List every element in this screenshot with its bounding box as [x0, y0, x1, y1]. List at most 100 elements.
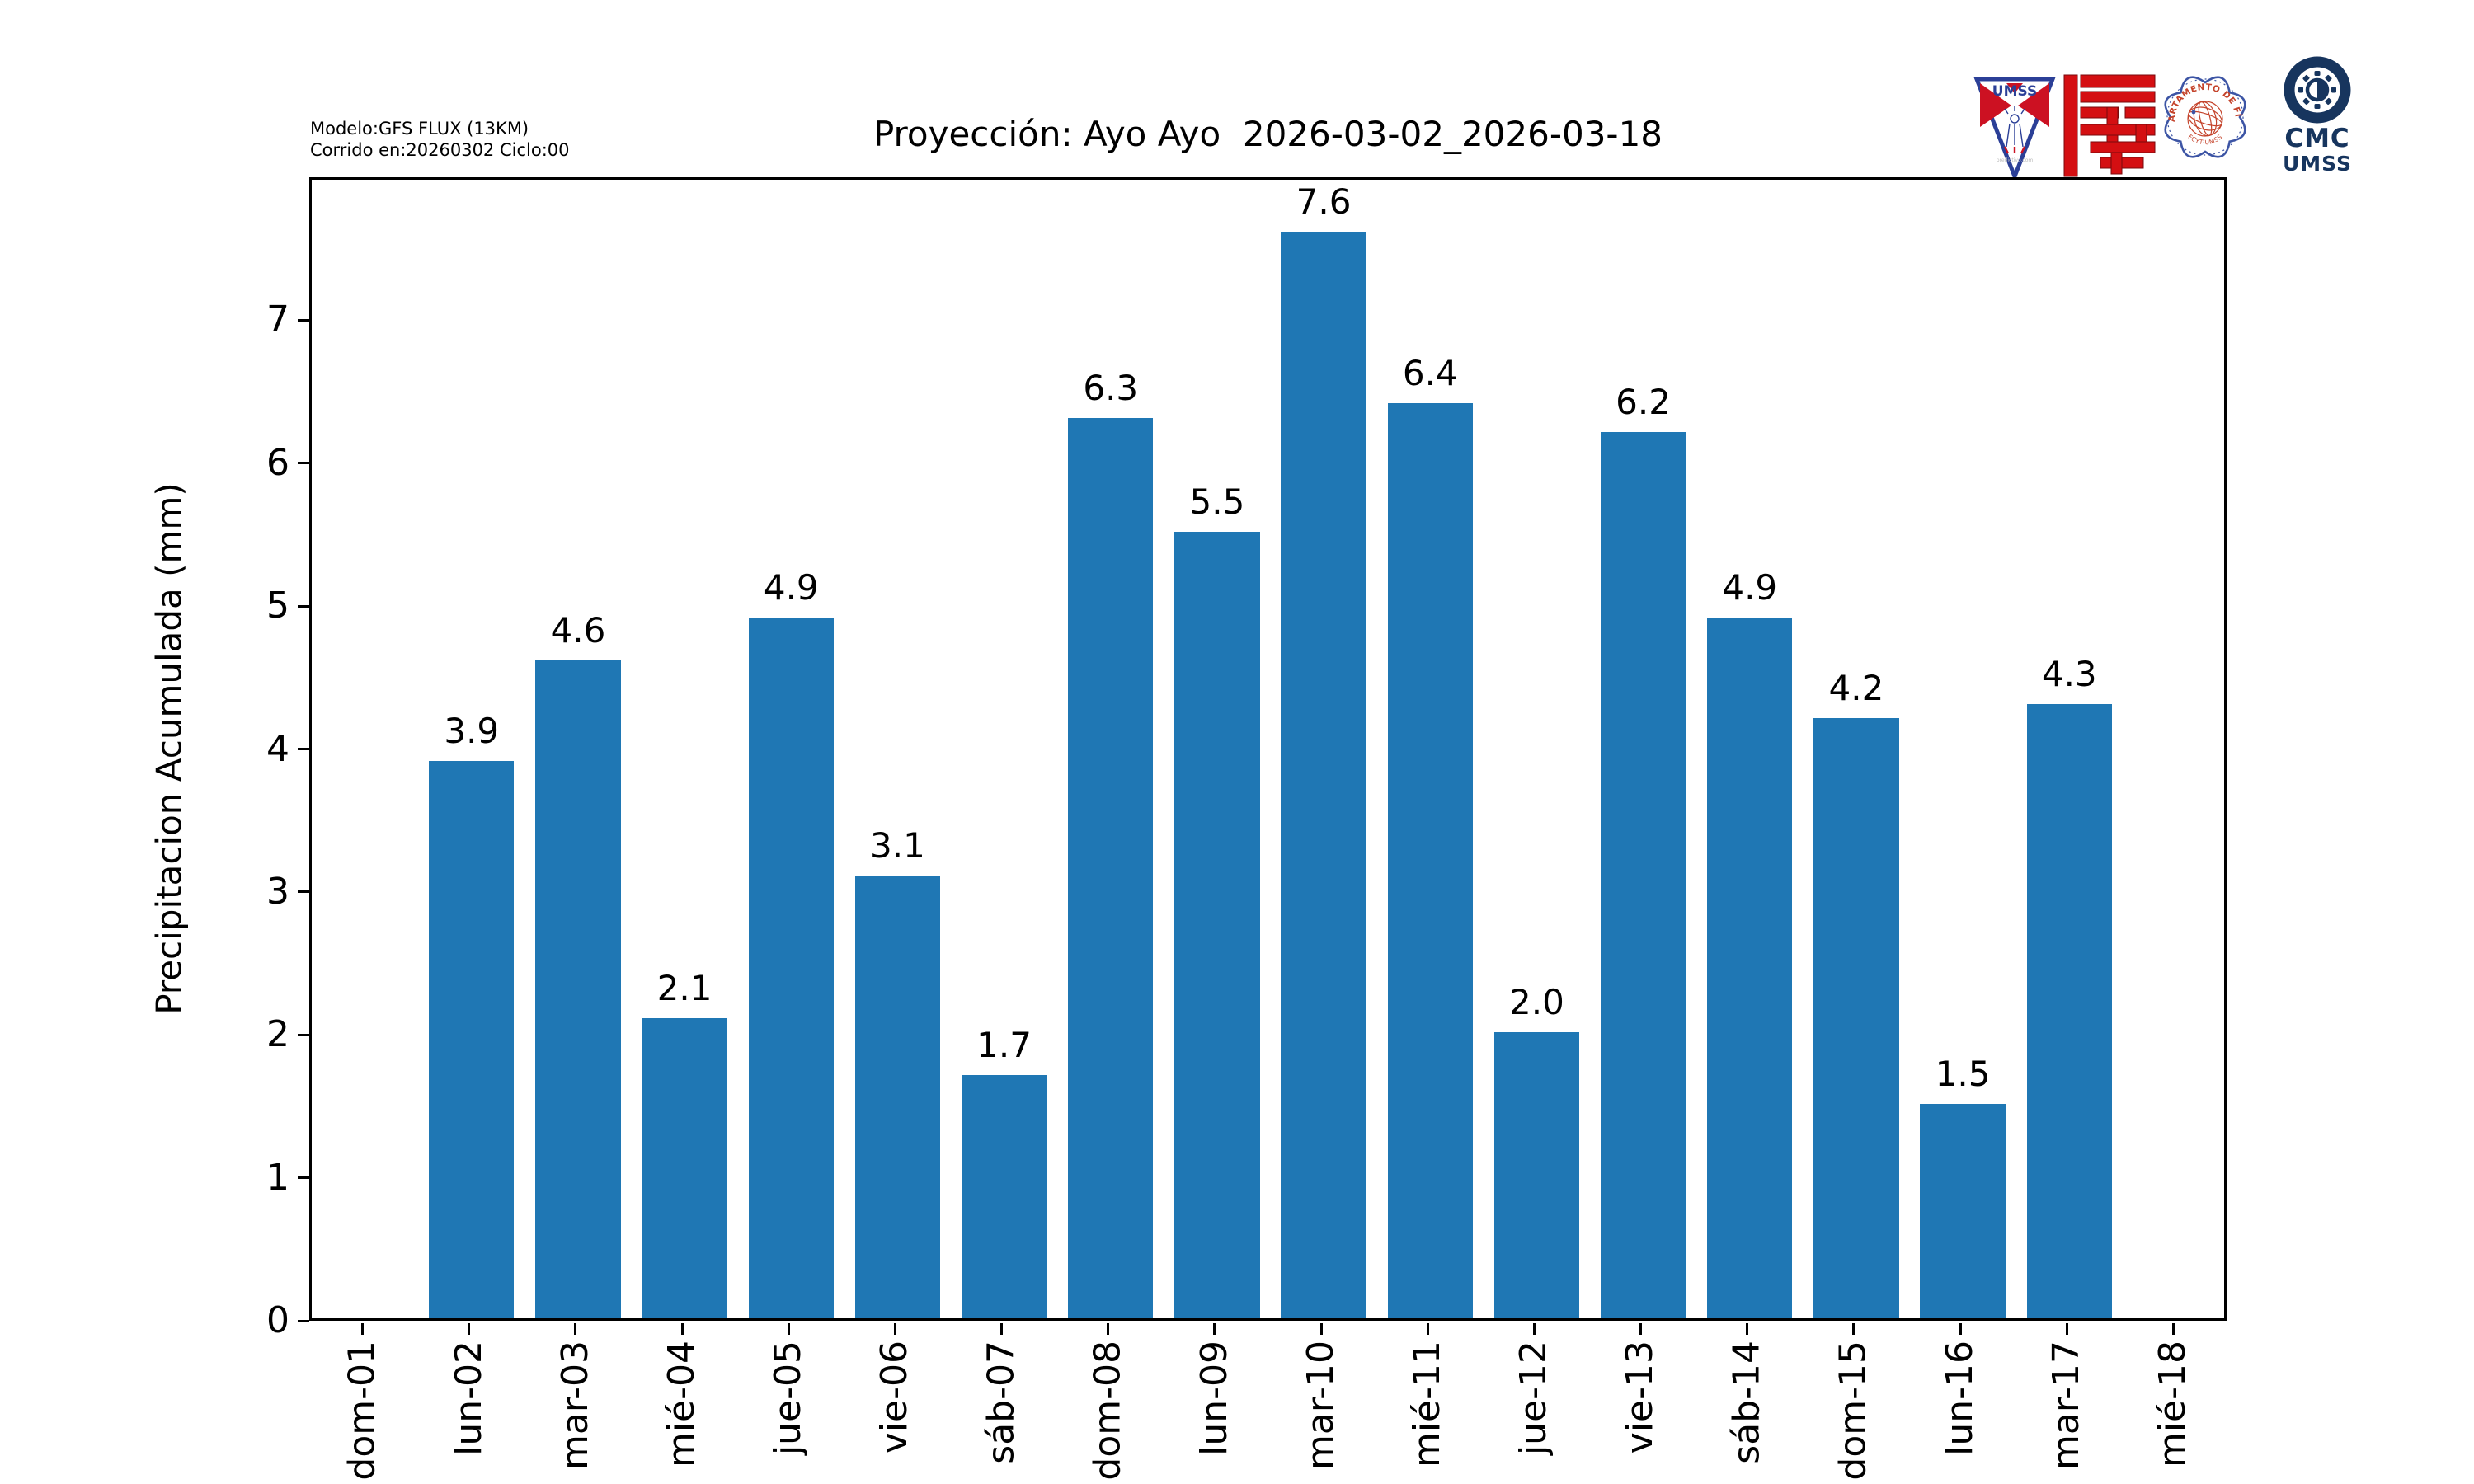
x-tick-label-text-lun-16: lun-16: [1939, 1341, 1982, 1456]
cmc-half-moon: [2317, 81, 2326, 99]
x-tickmark-vie-13: [1639, 1323, 1643, 1335]
bar-value-label-dom-15: 4.2: [1828, 667, 1884, 708]
x-tick-label-text-mié-04: mié-04: [661, 1341, 703, 1468]
seal-dotted-ring: [2166, 78, 2244, 156]
x-tickmark-mar-17: [2065, 1323, 2068, 1335]
x-tick-label-text-mar-03: mar-03: [553, 1341, 596, 1470]
bar-value-label-mié-04: 2.1: [656, 967, 713, 1008]
y-tickmark-5: [298, 604, 309, 608]
y-tickmark-4: [298, 748, 309, 750]
bar-value-label-lun-16: 1.5: [1935, 1053, 1991, 1094]
seal-wavy-border: [2164, 76, 2246, 158]
bar-value-label-vie-13: 6.2: [1616, 382, 1671, 423]
bar-sáb-07: [961, 1075, 1047, 1318]
bar-lun-09: [1174, 532, 1260, 1318]
bar-vie-06: [854, 875, 941, 1318]
cmc-rays: [2298, 71, 2336, 109]
cmc-umss-logo-text: CMC UMSS: [2272, 124, 2363, 176]
departamento-fisica-seal: DEPARTAMENTO DE FÍSICA FCYT-UMSS: [2156, 51, 2246, 158]
x-tick-label-text-mar-10: mar-10: [1300, 1341, 1343, 1470]
x-tickmark-mié-04: [680, 1323, 684, 1335]
x-tickmark-jue-05: [787, 1323, 790, 1335]
bar-value-label-vie-06: 3.1: [870, 824, 925, 866]
bar-jue-05: [748, 618, 834, 1318]
x-tickmark-lun-09: [1213, 1323, 1216, 1335]
bar-value-label-mar-17: 4.3: [2041, 653, 2097, 694]
seal-globe: [2187, 101, 2223, 137]
pennant-watermark: predictivo.com: [1997, 157, 2034, 163]
bar-value-label-mar-03: 4.6: [550, 610, 606, 651]
chart-title: Proyección: Ayo Ayo 2026-03-02_2026-03-1…: [872, 114, 1663, 154]
x-tickmark-mar-03: [574, 1323, 577, 1335]
model-line-2: Corrido en:20260302 Ciclo:00: [310, 140, 570, 160]
bar-jue-12: [1493, 1032, 1580, 1318]
x-tick-label-text-jue-12: jue-12: [1512, 1341, 1555, 1456]
y-axis-label: Precipitacion Acumulada (mm): [148, 482, 190, 1015]
x-tick-label-text-mié-11: mié-11: [1406, 1341, 1449, 1468]
pennant-red-right: [2018, 83, 2049, 127]
x-tickmark-sáb-14: [1746, 1323, 1749, 1335]
bar-lun-02: [429, 760, 515, 1318]
cmc-text: CMC: [2284, 124, 2350, 153]
bar-value-label-dom-08: 6.3: [1083, 367, 1139, 408]
x-tick-label-text-dom-15: dom-15: [1832, 1341, 1874, 1481]
x-tickmark-dom-08: [1107, 1323, 1110, 1335]
x-tick-label-text-dom-08: dom-08: [1086, 1341, 1129, 1481]
bar-value-label-mié-11: 6.4: [1402, 353, 1458, 394]
x-tickmark-mié-18: [2171, 1323, 2175, 1335]
x-tickmark-mar-10: [1319, 1323, 1323, 1335]
x-tickmark-lun-16: [1959, 1323, 1962, 1335]
y-tick-label-0: 0: [266, 1299, 289, 1341]
y-tick-label-7: 7: [266, 298, 289, 341]
bars-container: 3.9 4.6 2.1 4.9 3.1 1.7 6.3 5.5 7.6 6.4 2.0 6.2 4.9 4…: [312, 180, 2224, 1318]
pennant-red-left: [1980, 83, 2011, 127]
pennant-umss-text: UMSS: [1992, 83, 2037, 100]
bar-sáb-14: [1707, 618, 1793, 1318]
cmc-umss-text: UMSS: [2282, 152, 2353, 176]
x-tickmark-sáb-07: [1000, 1323, 1004, 1335]
bar-vie-13: [1600, 432, 1686, 1318]
bar-mié-11: [1387, 403, 1473, 1318]
bar-dom-15: [1813, 717, 1899, 1318]
x-tick-label-text-sáb-14: sáb-14: [1725, 1341, 1768, 1464]
bar-value-label-lun-09: 5.5: [1189, 481, 1245, 523]
fcyt-red-logo: [2063, 74, 2156, 177]
y-tick-label-5: 5: [266, 585, 289, 627]
x-tick-label-text-sáb-07: sáb-07: [980, 1341, 1023, 1464]
y-tick-label-6: 6: [266, 441, 289, 484]
bar-value-label-sáb-14: 4.9: [1722, 567, 1778, 608]
bar-mié-04: [642, 1017, 727, 1318]
x-tickmark-lun-02: [468, 1323, 471, 1335]
x-tickmark-dom-15: [1852, 1323, 1856, 1335]
y-tickmark-2: [298, 1033, 309, 1036]
model-line-1: Modelo:GFS FLUX (13KM): [310, 119, 529, 139]
bar-mar-17: [2026, 703, 2112, 1318]
pennant-emblem: [2004, 106, 2025, 148]
bar-mar-03: [535, 660, 621, 1318]
y-tickmark-0: [298, 1319, 309, 1322]
x-tick-label-text-dom-01: dom-01: [341, 1341, 383, 1481]
bar-value-label-jue-05: 4.9: [763, 567, 819, 608]
bar-value-label-jue-12: 2.0: [1509, 982, 1564, 1023]
bar-value-label-lun-02: 3.9: [444, 710, 500, 751]
bar-lun-16: [1920, 1103, 2006, 1318]
x-tick-label-text-vie-06: vie-06: [873, 1341, 916, 1454]
x-tick-label-text-jue-05: jue-05: [767, 1341, 810, 1456]
x-tick-label-text-lun-09: lun-09: [1192, 1341, 1235, 1456]
y-tick-label-1: 1: [266, 1156, 289, 1199]
bar-value-label-sáb-07: 1.7: [976, 1025, 1032, 1066]
x-tick-label-text-vie-13: vie-13: [1619, 1341, 1662, 1454]
x-tick-label-text-mar-17: mar-17: [2045, 1341, 2088, 1470]
bar-value-label-mar-10: 7.6: [1296, 181, 1352, 223]
y-tick-label-3: 3: [266, 870, 289, 913]
x-tickmark-vie-06: [893, 1323, 896, 1335]
y-tick-label-4: 4: [266, 727, 289, 770]
x-tick-label-text-lun-02: lun-02: [447, 1341, 490, 1456]
y-tickmark-3: [298, 890, 309, 894]
y-tickmark-7: [298, 318, 309, 322]
umss-pennant-logo: UMSS predictivo.com: [1973, 77, 2056, 180]
plot-area: 3.9 4.6 2.1 4.9 3.1 1.7 6.3 5.5 7.6 6.4 2.0 6.2 4.9 4…: [309, 177, 2227, 1321]
bar-mar-10: [1281, 232, 1366, 1318]
bar-dom-08: [1068, 417, 1154, 1318]
